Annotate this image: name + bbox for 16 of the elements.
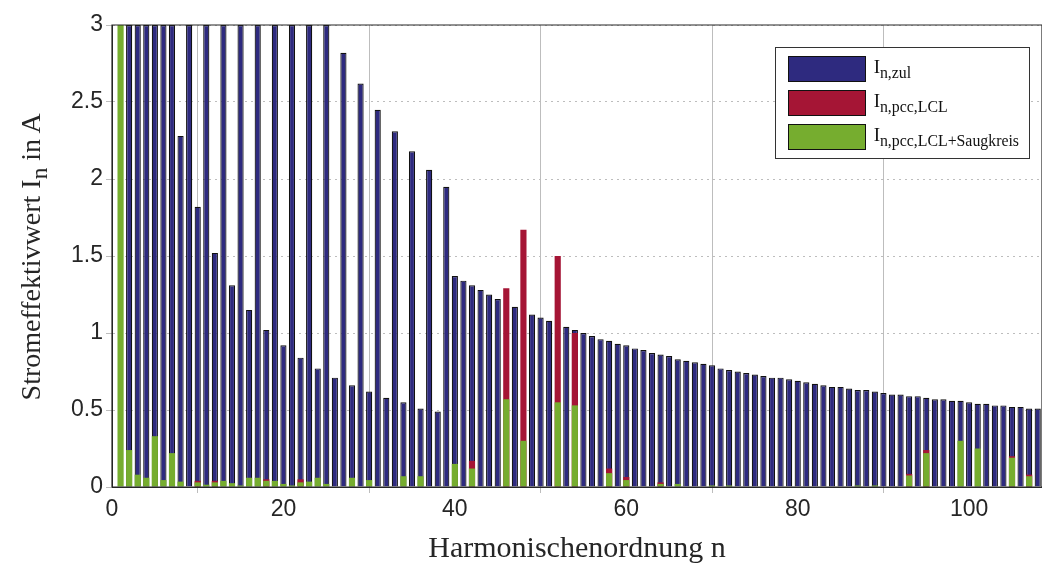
x-tick-label: 80 <box>784 495 811 522</box>
y-tick-label: 1 <box>90 318 103 345</box>
legend-label: I$_{n,pcc,LCL+Saugkreis}$ <box>873 124 1019 150</box>
y-tick-label: 3 <box>90 10 103 37</box>
y-tick-label: 2.5 <box>71 87 103 114</box>
x-tick-label: 20 <box>270 495 297 522</box>
x-tick-label: 60 <box>613 495 640 522</box>
legend-label: I$_{n,zul}$ <box>873 56 912 82</box>
y-tick-label: 0.5 <box>71 395 103 422</box>
legend-label: I$_{n,pcc,LCL}$ <box>873 90 948 116</box>
y-tick-label: 1.5 <box>71 241 103 268</box>
x-axis-title: Harmonischenordnung n <box>427 530 727 564</box>
x-tick-label: 40 <box>442 495 468 522</box>
x-tick-label: 100 <box>949 495 989 522</box>
y-tick-label: 0 <box>90 472 103 499</box>
y-tick-label: 2 <box>90 164 103 191</box>
